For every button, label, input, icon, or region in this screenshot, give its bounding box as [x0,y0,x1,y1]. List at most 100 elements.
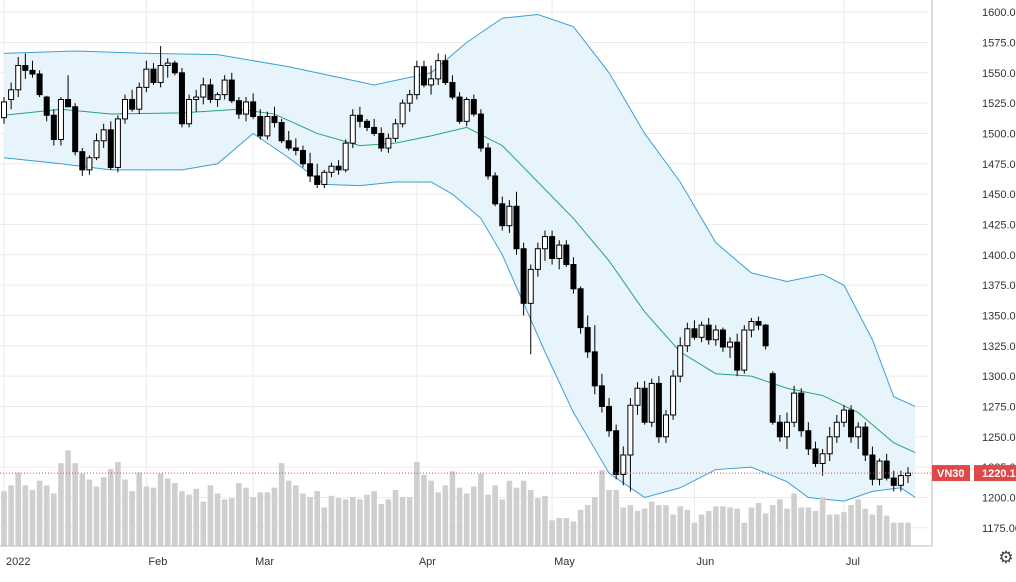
volume-bar [485,494,491,546]
candle [43,95,50,122]
volume-bar [293,485,299,546]
candle [805,422,812,455]
candle [1,97,7,124]
candle-body [655,382,662,438]
candle-body [513,205,520,250]
volume-bar [385,499,392,546]
candle-body [328,165,335,173]
volume-bar [698,514,705,546]
candle-body [79,151,86,171]
candle-body [72,106,79,153]
candle [86,155,93,175]
candle [776,414,783,442]
candle-body [606,405,613,432]
candle-body [791,392,798,423]
candle-body [463,98,470,122]
candle [727,337,734,358]
candle-body [805,430,812,450]
candle [385,133,392,153]
candle-body [200,84,207,98]
candle [719,327,726,352]
candle [250,93,257,119]
candle [292,138,299,156]
candle [235,97,242,119]
volume-bar [734,508,740,546]
volume-bar [300,493,306,546]
candle [677,337,684,383]
candle-body [250,101,257,117]
candle [762,323,769,350]
candle [627,397,634,492]
candle [321,169,328,189]
candle-body [855,426,862,438]
candle-body [356,114,363,122]
x-tick-label: Jun [696,556,714,568]
candle-body [819,453,826,464]
candle [883,453,890,481]
candle [257,109,264,140]
candle [826,427,833,462]
candle-body [15,65,22,91]
candle-body [485,147,492,177]
candle-body [122,98,129,120]
candle [712,325,719,346]
candle-body [285,140,292,149]
volume-bar [122,479,128,546]
volume-bar [150,487,157,546]
volume-bar [613,490,619,546]
candle [492,172,499,207]
candle-body [840,409,847,423]
candle-body [541,236,548,250]
candle [477,109,484,152]
volume-bar [713,506,719,546]
candle-body [769,373,776,423]
candle-body [620,454,627,475]
candle [228,72,235,104]
volume-bar [563,518,570,546]
volume-bar [314,491,320,546]
volume-bar [542,495,548,546]
candle [57,97,64,146]
volume-bar [741,522,748,546]
volume-bar [371,491,377,546]
volume-bar [478,473,484,546]
candle [157,46,164,88]
candle-body [591,351,598,387]
candle [534,242,541,277]
candle [356,106,363,128]
volume-bar [691,522,698,546]
candle-body [456,96,463,122]
candle [897,470,904,492]
candle-body [449,82,456,98]
volume-bar [584,505,591,546]
candle [100,123,107,149]
gear-icon[interactable]: ⚙ [998,548,1014,568]
volume-bar [157,473,164,546]
candle-body [349,114,356,144]
candle-body [178,72,185,125]
candle [634,382,641,415]
candle-body [314,175,321,185]
volume-bar [506,480,513,546]
candle [143,60,150,93]
volume-bar [399,497,406,546]
volume-bar [727,507,733,546]
volume-bar [449,471,456,546]
candle [349,109,356,149]
volume-bar [58,463,64,546]
price-overlay: VN30 1220.1 [0,465,1016,482]
volume-bar [634,511,641,546]
candle-body [207,84,214,100]
candle-body [50,114,57,141]
candle-body [428,78,435,86]
candle-body [698,324,705,338]
volume-bar [421,474,427,546]
volume-bar [513,487,520,546]
volume-bar [79,473,86,546]
y-tick-label: 1250.00 [982,432,1016,444]
candle [392,118,399,142]
candle [72,103,79,156]
candle [129,89,136,112]
candle [193,89,200,112]
candle-body [36,73,43,96]
